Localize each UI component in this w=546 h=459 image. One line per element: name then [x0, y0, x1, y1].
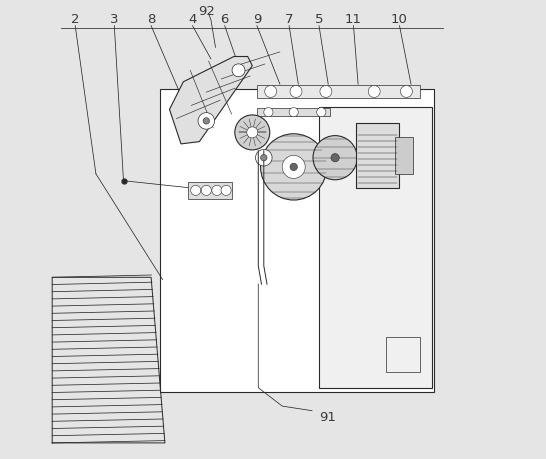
Bar [257, 86, 420, 99]
Bar [385, 337, 420, 372]
Text: 8: 8 [147, 13, 155, 26]
Text: 91: 91 [319, 410, 336, 423]
Circle shape [256, 150, 272, 167]
Circle shape [221, 186, 231, 196]
Bar [161, 90, 434, 392]
Circle shape [264, 108, 273, 118]
Text: 3: 3 [110, 13, 118, 26]
Circle shape [400, 86, 412, 98]
Circle shape [265, 86, 277, 98]
Text: 10: 10 [391, 13, 408, 26]
Bar [257, 109, 330, 117]
Bar [188, 182, 232, 200]
Circle shape [198, 113, 215, 130]
Circle shape [191, 186, 201, 196]
Circle shape [260, 155, 267, 162]
Text: 4: 4 [188, 13, 197, 26]
Bar [356, 124, 400, 188]
Circle shape [290, 164, 298, 171]
Circle shape [331, 154, 339, 162]
Circle shape [317, 108, 326, 118]
Text: 2: 2 [71, 13, 80, 26]
Text: 6: 6 [221, 13, 229, 26]
Circle shape [282, 156, 305, 179]
Circle shape [260, 134, 327, 201]
Text: 9: 9 [253, 13, 261, 26]
Text: 11: 11 [345, 13, 362, 26]
Circle shape [232, 65, 245, 78]
Circle shape [247, 128, 258, 139]
Bar [395, 138, 413, 174]
Bar [319, 108, 432, 388]
Circle shape [235, 116, 270, 151]
Polygon shape [169, 57, 252, 145]
Circle shape [212, 186, 222, 196]
Circle shape [290, 86, 302, 98]
Circle shape [201, 186, 211, 196]
Text: 5: 5 [314, 13, 323, 26]
Text: 7: 7 [285, 13, 293, 26]
Circle shape [313, 136, 357, 180]
Circle shape [203, 118, 210, 125]
Text: 92: 92 [198, 5, 215, 18]
Circle shape [289, 108, 298, 118]
Circle shape [320, 86, 332, 98]
Circle shape [368, 86, 380, 98]
